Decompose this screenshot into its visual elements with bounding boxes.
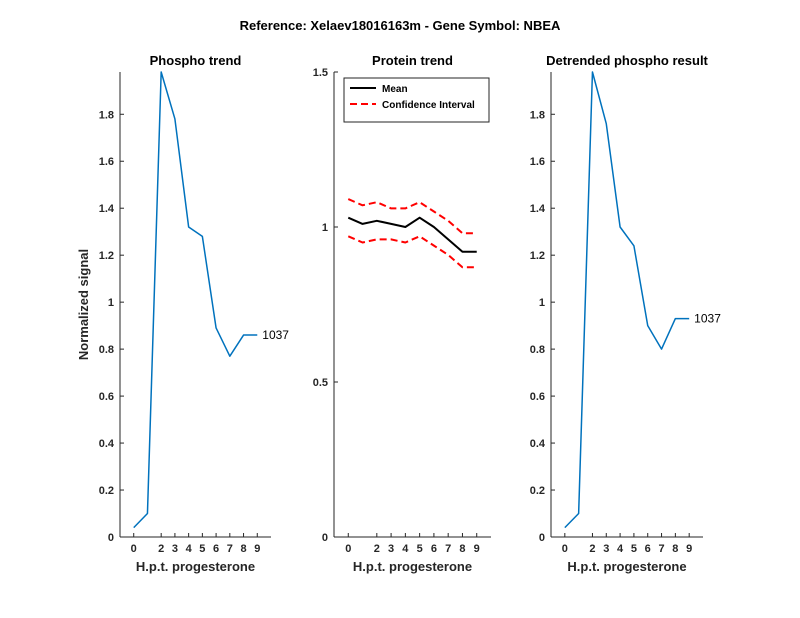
y-tick-label: 0.6 — [530, 391, 545, 403]
series-line-mean — [347, 216, 477, 253]
x-tick-label: 2 — [158, 543, 164, 555]
x-tick-label: 5 — [199, 543, 205, 555]
series-line-protein-2 — [347, 235, 477, 269]
y-tick-label: 1.6 — [99, 156, 114, 168]
subplot-phospho: 0 0.2 0.4 0.6 0.8 1 1.2 1.4 1.6 1.8 0 2 3 4 5 6 7 8 9 1037 P… — [76, 53, 289, 574]
x-tick-label: 5 — [417, 543, 423, 555]
subplot-protein: 0 0.5 1 1.5 0 2 3 4 5 6 7 8 9 Protein trend H.p.t. pro… — [313, 53, 491, 574]
y-tick-label: 0 — [322, 532, 328, 544]
legend: Mean Confidence Interval — [343, 77, 490, 123]
x-tick-label: 3 — [172, 543, 178, 555]
y-axis-label: Normalized signal — [76, 249, 91, 360]
x-axis-label: H.p.t. progesterone — [353, 559, 472, 574]
y-tick-label: 1.2 — [99, 250, 114, 262]
y-tick-label: 1 — [108, 297, 114, 309]
x-tick-label: 9 — [254, 543, 260, 555]
axes-title: Protein trend — [372, 53, 453, 68]
x-tick-label: 6 — [431, 543, 437, 555]
x-axis-label: H.p.t. progesterone — [567, 559, 686, 574]
x-tick-label: 4 — [186, 543, 193, 555]
x-tick-label: 7 — [227, 543, 233, 555]
y-tick-label: 0 — [108, 532, 114, 544]
x-tick-label: 7 — [445, 543, 451, 555]
x-tick-label: 4 — [402, 543, 409, 555]
y-tick-label: 0.8 — [99, 344, 114, 356]
series-line-detrended-0 — [564, 71, 690, 529]
y-tick-label: 1 — [322, 222, 328, 234]
x-tick-label: 2 — [374, 543, 380, 555]
x-axis-label: H.p.t. progesterone — [136, 559, 255, 574]
x-tick-label: 0 — [562, 543, 568, 555]
subplots: 00.20.40.60.811.21.41.61.80 2 3 4 5 6 7 8 91037P… — [76, 53, 721, 574]
legend-label: Mean — [382, 84, 408, 95]
x-tick-label: 4 — [617, 543, 624, 555]
x-tick-label: 2 — [589, 543, 595, 555]
x-tick-label: 6 — [213, 543, 219, 555]
x-tick-label: 3 — [388, 543, 394, 555]
y-tick-label: 0.2 — [530, 485, 545, 497]
legend-box — [343, 77, 490, 123]
y-tick-label: 0.2 — [99, 485, 114, 497]
subplot-detrended: 0 0.2 0.4 0.6 0.8 1 1.2 1.4 1.6 1.8 0 2 3 4 5 6 7 8 9 1037 D… — [530, 53, 722, 574]
x-tick-label: 9 — [474, 543, 480, 555]
y-tick-label: 1.8 — [99, 109, 114, 121]
x-tick-label: 3 — [603, 543, 609, 555]
legend-label: Confidence Interval — [382, 100, 475, 111]
y-tick-label: 1 — [539, 297, 545, 309]
axes-title: Detrended phospho result — [546, 53, 708, 68]
x-tick-label: 0 — [345, 543, 351, 555]
x-tick-label: 7 — [658, 543, 664, 555]
x-tick-label: 8 — [240, 543, 246, 555]
y-tick-label: 1.8 — [530, 109, 545, 121]
x-tick-label: 6 — [645, 543, 651, 555]
y-tick-label: 0.5 — [313, 377, 328, 389]
x-tick-label: 9 — [686, 543, 692, 555]
y-tick-label: 1.5 — [313, 67, 328, 79]
y-tick-label: 0.6 — [99, 391, 114, 403]
y-tick-label: 0.8 — [530, 344, 545, 356]
data-annotation: 1037 — [694, 312, 721, 326]
axes-title: Phospho trend — [150, 53, 242, 68]
y-tick-label: 1.2 — [530, 250, 545, 262]
y-tick-label: 1.4 — [99, 203, 115, 215]
x-tick-label: 8 — [672, 543, 678, 555]
y-tick-label: 0 — [539, 532, 545, 544]
x-tick-label: 8 — [459, 543, 465, 555]
series-line-phospho-0 — [133, 71, 258, 529]
figure-suptitle: Reference: Xelaev18016163m - Gene Symbol… — [240, 18, 561, 33]
data-annotation: 1037 — [262, 328, 289, 342]
y-tick-label: 1.4 — [530, 203, 546, 215]
x-tick-label: 0 — [131, 543, 137, 555]
y-tick-label: 1.6 — [530, 156, 545, 168]
x-tick-label: 5 — [631, 543, 637, 555]
series-line-confidence-interval — [347, 198, 477, 235]
y-tick-label: 0.4 — [530, 438, 546, 450]
y-tick-label: 0.4 — [99, 438, 115, 450]
